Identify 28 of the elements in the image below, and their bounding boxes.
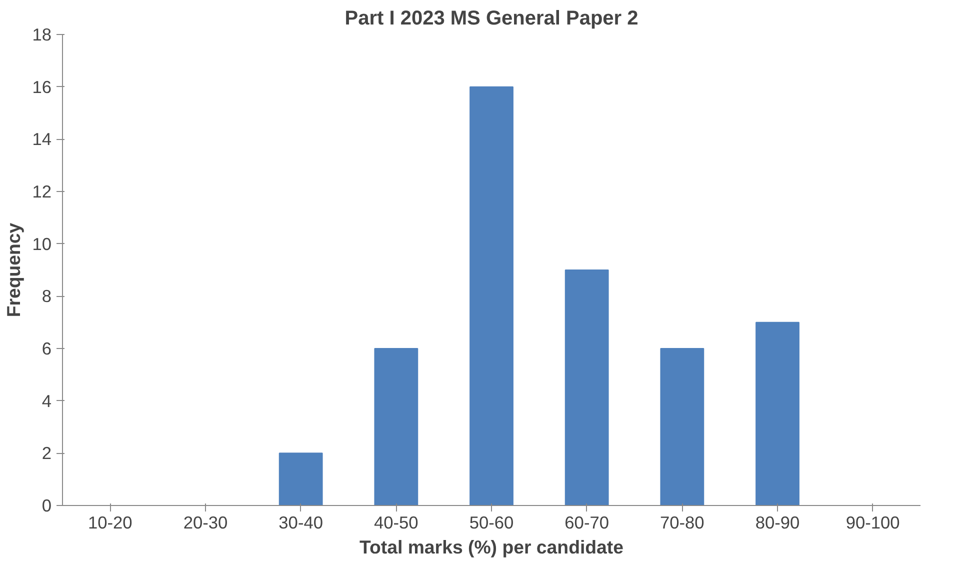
x-tick-label: 60-70	[564, 512, 609, 532]
x-axis-title: Total marks (%) per candidate	[359, 536, 624, 558]
x-tick-label: 10-20	[88, 512, 132, 532]
y-tick-label: 2	[42, 443, 52, 464]
x-tick-label: 30-40	[278, 512, 323, 532]
bar	[470, 86, 514, 506]
x-tick-label: 40-50	[374, 512, 418, 532]
bar	[756, 322, 800, 506]
x-tick-label: 90-100	[846, 512, 900, 532]
bar	[660, 348, 704, 506]
y-axis-title: Frequency	[3, 222, 24, 318]
y-tick-label: 12	[32, 182, 52, 202]
y-tick-label: 16	[32, 76, 52, 97]
x-tick-label: 80-90	[755, 512, 800, 532]
y-tick-label: 8	[42, 286, 52, 306]
y-tick-label: 18	[32, 24, 52, 44]
bar	[564, 270, 609, 506]
x-tick-label: 20-30	[183, 512, 228, 532]
x-tick-label: 70-80	[660, 512, 704, 532]
x-tick-label: 50-60	[469, 512, 514, 532]
bar	[278, 452, 323, 506]
y-tick-label: 0	[42, 496, 52, 516]
y-tick-label: 10	[32, 234, 52, 254]
chart-title: Part I 2023 MS General Paper 2	[344, 8, 638, 30]
bar	[374, 348, 418, 506]
y-tick-label: 4	[42, 390, 52, 411]
y-tick-label: 6	[42, 338, 52, 358]
y-tick-label: 14	[32, 129, 52, 150]
